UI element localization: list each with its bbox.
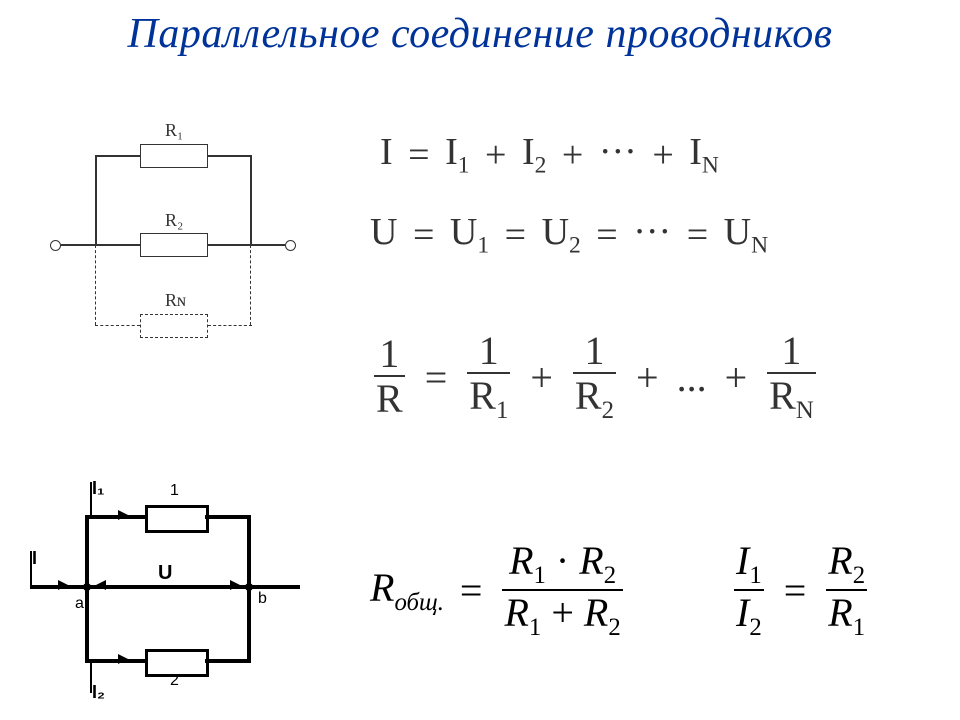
label-n2: 2: [170, 672, 179, 690]
label-a: a: [75, 595, 84, 613]
formula-voltage-eq: U = U1 = U2 = ··· = UN: [370, 210, 768, 260]
label-U: U: [158, 562, 172, 585]
formula-inverse-R: 1 R = 1 R1 + 1 R2 + ... + 1 RN: [370, 330, 820, 424]
label-R2: R₂: [165, 210, 183, 231]
frac-1-over-R: 1 R: [374, 333, 405, 421]
label-R1: R₁: [165, 120, 183, 141]
arrow-I1: [118, 510, 128, 520]
resistor-RN: [140, 314, 208, 338]
arrow-I: [58, 580, 68, 590]
formula-current-sum: I = I1 + I2 + ··· + IN: [380, 130, 719, 180]
page-title: Параллельное соединение проводников: [0, 10, 960, 58]
terminal-right: [285, 240, 296, 251]
terminal-left: [50, 240, 61, 251]
sym-I: I: [380, 131, 393, 173]
diagram-parallel-2: I a b U 1 I₁ 2 I₂: [30, 490, 300, 690]
formula-I-ratio: I1 I2 = R2 R1: [730, 540, 871, 641]
label-RN: Rɴ: [165, 290, 186, 311]
label-I: I: [32, 548, 37, 569]
label-b: b: [258, 590, 267, 608]
resistor-R2: [140, 233, 208, 257]
diagram-parallel-N: R₁ R₂ Rɴ: [50, 120, 300, 350]
resistor-1: [145, 505, 209, 533]
arrow-I2: [118, 654, 128, 664]
label-n1: 1: [170, 482, 179, 500]
label-I1: I₁: [92, 478, 104, 499]
formula-R-two: Rобщ. = R1 · R2 R1 + R2: [370, 540, 627, 641]
resistor-R1: [140, 144, 208, 168]
label-I2: I₂: [92, 682, 105, 703]
